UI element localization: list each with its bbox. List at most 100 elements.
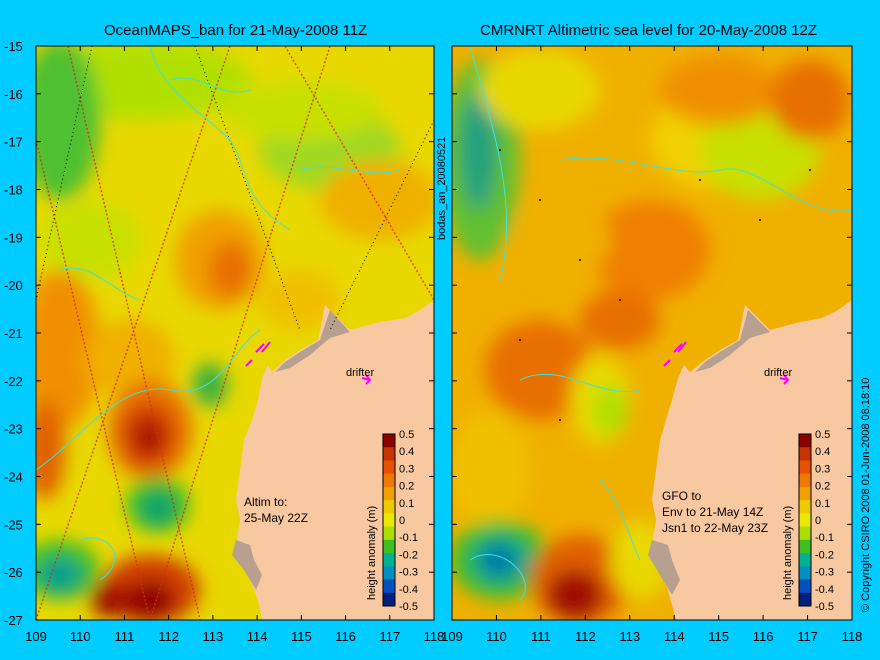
y-tick-label: -15 <box>4 39 23 54</box>
colorbar-swatch <box>383 486 395 501</box>
left-anomaly-field <box>36 46 434 620</box>
y-tick-label: -17 <box>4 135 23 150</box>
right-colorbar-swatches <box>799 434 811 607</box>
colorbar-swatch <box>799 486 811 501</box>
left-drifter-arrow <box>245 341 372 385</box>
colorbar-frame <box>798 433 812 607</box>
right-note-line2: Env to 21-May 14Z <box>662 505 763 519</box>
y-tick-label: -23 <box>4 422 23 437</box>
right-note-line3: Jsn1 to 22-May 23Z <box>662 521 768 535</box>
right-drifter-label: drifter <box>764 367 792 379</box>
right-panel-title: CMRNRT Altimetric sea level for 20-May-2… <box>480 22 818 39</box>
colorbar-tick-label: 0.5 <box>815 429 830 441</box>
x-tick-label-left: 109 <box>25 629 47 644</box>
colorbar-tick-label: -0.2 <box>399 549 418 561</box>
x-tick-label-right: 118 <box>842 629 863 644</box>
colorbar-tick-label: 0 <box>815 515 821 527</box>
x-tick-label-right: 110 <box>486 629 507 644</box>
left-note-line2: 25-May 22Z <box>244 511 308 525</box>
colorbar-label: height anomaly (m) <box>782 506 794 600</box>
colorbar-swatch <box>383 539 395 554</box>
colorbar-tick-label: -0.4 <box>815 584 834 596</box>
x-tick-label-left: 116 <box>335 629 356 644</box>
colorbar-tick-label: -0.1 <box>399 532 418 544</box>
y-tick-label: -18 <box>4 183 23 198</box>
colorbar-tick-label: 0.5 <box>399 429 414 441</box>
x-tick-label-left: 118 <box>424 629 445 644</box>
colorbar-swatch <box>383 553 395 567</box>
y-tick-label: -24 <box>4 470 23 485</box>
colorbar-tick-label: -0.5 <box>815 601 834 613</box>
colorbar-swatch <box>383 526 395 541</box>
x-tick-label-right: 114 <box>664 629 685 644</box>
colorbar-tick-label: 0.2 <box>399 481 414 493</box>
colorbar-swatch <box>799 553 811 567</box>
colorbar-swatch <box>799 434 811 448</box>
colorbar-swatch <box>383 434 395 448</box>
colorbar-tick-label: -0.5 <box>399 601 418 613</box>
colorbar-tick-label: 0.4 <box>399 446 414 458</box>
left-panel-title: OceanMAPS_ban for 21-May-2008 11Z <box>104 22 368 39</box>
axes-layer: -15-16-17-18-19-20-21-22-23-24-25-26-271… <box>4 39 862 644</box>
colorbar-tick-label: 0 <box>399 515 405 527</box>
left-contours <box>36 46 401 581</box>
right-drifter-arrow <box>663 341 790 385</box>
x-tick-label-right: 112 <box>575 629 596 644</box>
right-contours <box>469 46 852 601</box>
x-tick-label-right: 115 <box>708 629 729 644</box>
x-tick-label-left: 115 <box>291 629 312 644</box>
colorbar-frame <box>382 433 396 607</box>
left-drifter-label: drifter <box>346 367 374 379</box>
left-colorbar-swatches <box>383 434 395 607</box>
y-tick-label: -25 <box>4 517 23 532</box>
y-tick-label: -19 <box>4 230 23 245</box>
colorbar-tick-label: -0.2 <box>815 549 834 561</box>
left-map <box>36 46 434 620</box>
x-tick-label-right: 113 <box>619 629 640 644</box>
y-tick-label: -20 <box>4 278 23 293</box>
x-tick-label-left: 112 <box>158 629 179 644</box>
right-obs-dots <box>499 149 811 421</box>
colorbar-swatch <box>799 460 811 475</box>
colorbar-swatch <box>799 500 811 514</box>
colorbar-tick-label: -0.3 <box>815 567 834 579</box>
x-tick-label-left: 111 <box>115 629 135 644</box>
right-map <box>452 46 852 620</box>
colorbar-swatch <box>799 579 811 594</box>
x-tick-label-right: 116 <box>753 629 774 644</box>
colorbar-tick-label: 0.4 <box>815 446 830 458</box>
x-tick-label-left: 113 <box>203 629 224 644</box>
y-tick-label: -27 <box>4 613 23 628</box>
x-tick-label-left: 110 <box>70 629 91 644</box>
x-tick-label-right: 117 <box>797 629 818 644</box>
left-altim-tracks <box>36 46 434 620</box>
y-tick-label: -22 <box>4 374 23 389</box>
colorbar-swatch <box>799 526 811 541</box>
left-note-line1: Altim to: <box>244 495 287 509</box>
x-tick-label-left: 117 <box>379 629 400 644</box>
x-tick-label-right: 111 <box>531 629 551 644</box>
left-black-tracks <box>36 46 434 331</box>
colorbar-swatch <box>799 513 811 528</box>
colorbar-label: height anomaly (m) <box>366 506 378 600</box>
colorbar-swatch <box>383 513 395 528</box>
colorbar-swatch <box>799 447 811 461</box>
colorbar-swatch <box>799 539 811 554</box>
colorbar-tick-label: -0.3 <box>399 567 418 579</box>
x-tick-label-left: 114 <box>247 629 268 644</box>
y-tick-label: -26 <box>4 565 23 580</box>
colorbar-swatch <box>799 473 811 488</box>
colorbar-swatch <box>383 500 395 514</box>
y-tick-label: -16 <box>4 87 23 102</box>
colorbar-swatch <box>383 566 395 581</box>
colorbar-swatch <box>383 579 395 594</box>
colorbar-tick-label: -0.1 <box>815 532 834 544</box>
x-tick-label-right: 109 <box>441 629 463 644</box>
right-note-line1: GFO to <box>662 489 702 503</box>
colorbar-swatch <box>383 592 395 607</box>
colorbar-swatch <box>799 592 811 607</box>
colorbar-swatch <box>383 447 395 461</box>
colorbar-tick-label: 0.3 <box>815 463 830 475</box>
colorbar-tick-label: 0.2 <box>815 481 830 493</box>
